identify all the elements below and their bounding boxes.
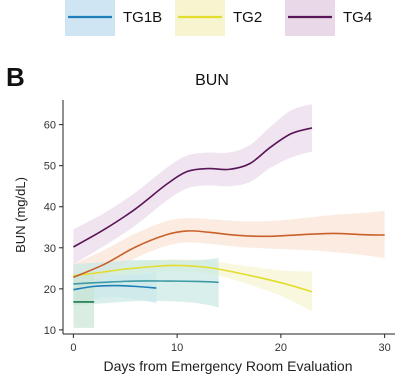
y-axis-label: BUN (mg/dL) xyxy=(13,177,28,253)
legend: TG1B TG2 TG4 xyxy=(65,0,372,36)
series-lines xyxy=(72,127,385,303)
y-tick-label: 60 xyxy=(44,120,56,132)
x-axis-label: Days from Emergency Room Evaluation xyxy=(104,358,353,374)
x-tick-label: 30 xyxy=(379,342,391,354)
legend-label-tg4: TG4 xyxy=(343,9,372,26)
line-tg1b xyxy=(73,284,157,291)
y-tick-label: 30 xyxy=(44,243,56,255)
line-series-4 xyxy=(73,230,385,279)
x-tick-label: 10 xyxy=(171,342,183,354)
y-tick-label: 10 xyxy=(44,325,56,337)
x-tick-label: 20 xyxy=(275,342,287,354)
x-tick-label: 0 xyxy=(70,342,76,354)
legend-label-tg1b: TG1B xyxy=(123,9,162,26)
line-tg4 xyxy=(72,127,313,248)
chart-title: BUN xyxy=(195,72,229,89)
legend-label-tg2: TG2 xyxy=(233,9,262,26)
line-series-5 xyxy=(73,280,219,285)
y-tick-label: 40 xyxy=(44,202,56,214)
y-tick-label: 50 xyxy=(44,161,56,173)
y-tick-label: 20 xyxy=(44,284,56,296)
band-series-4 xyxy=(73,210,385,291)
line-tg2 xyxy=(73,264,313,293)
axes: 10 20 30 40 50 60 0 10 20 30 xyxy=(44,100,395,354)
panel-letter: B xyxy=(6,62,25,92)
band-tg4 xyxy=(73,104,312,265)
confidence-bands xyxy=(73,104,385,328)
